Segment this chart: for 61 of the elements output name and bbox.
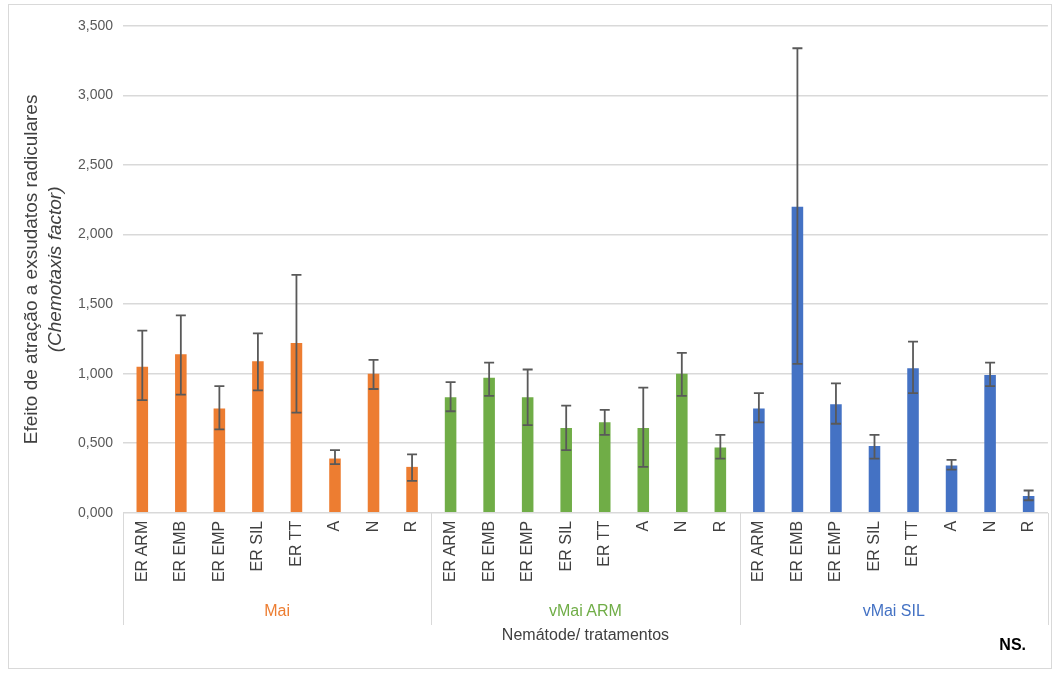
y-tick-label: 1,000: [77, 364, 114, 381]
bar: [868, 446, 881, 513]
bar: [791, 206, 804, 513]
x-tick-label: ER EMP: [209, 520, 227, 583]
x-tick-label: ER TT: [286, 520, 304, 567]
x-tick-label: ER EMB: [479, 520, 497, 583]
bar: [637, 427, 650, 513]
bar: [560, 427, 572, 513]
bar: [406, 466, 418, 513]
x-tick-label: A: [941, 520, 959, 532]
x-tick-label: N: [363, 520, 381, 533]
bar: [367, 373, 380, 513]
bar: [290, 343, 303, 513]
bar: [598, 422, 611, 513]
y-tick-label: 0,000: [77, 503, 114, 520]
x-tick-label: A: [325, 520, 343, 532]
x-tick-label: ER ARM: [749, 520, 767, 583]
bar: [753, 408, 765, 513]
x-tick-label: R: [1019, 520, 1037, 533]
bar: [213, 408, 226, 513]
x-tick-label: ER TT: [903, 520, 921, 567]
x-axis-title: Nemátode/ tratamentos: [501, 626, 670, 644]
y-tick-label: 2,000: [77, 225, 114, 242]
bar: [175, 354, 187, 513]
bar: [984, 375, 996, 513]
text: Mai: [264, 602, 291, 620]
bar: [907, 368, 919, 513]
bar: [945, 465, 958, 513]
y-tick-label: 3,000: [77, 86, 114, 103]
bar: [252, 361, 264, 513]
bar: [136, 366, 149, 513]
y-axis-title: Efeito de atração a exsudatos radiculares (Chemotaxis factor): [20, 94, 66, 445]
x-tick-label: R: [710, 520, 728, 533]
bar: [830, 404, 842, 513]
text: NS.: [999, 636, 1026, 654]
x-tick-label: N: [980, 520, 998, 533]
x-tick-label: ER SIL: [248, 520, 266, 572]
x-tick-label: ER EMP: [518, 520, 536, 583]
x-tick-label: N: [672, 520, 690, 533]
bar: [714, 447, 727, 513]
bar: [444, 397, 457, 513]
x-tick-label: R: [402, 520, 420, 533]
x-tick-label: ER ARM: [441, 520, 458, 583]
text: vMai ARM: [549, 602, 622, 620]
x-tick-label: ER ARM: [132, 520, 150, 583]
bar: [676, 373, 688, 513]
y-tick-label: 2,500: [77, 155, 114, 172]
x-tick-label: ER SIL: [864, 520, 882, 572]
x-tick-label: ER EMP: [826, 520, 844, 583]
bar: [483, 377, 495, 513]
bar: [329, 458, 341, 513]
bar: [521, 397, 534, 513]
text: vMai SIL: [862, 602, 925, 620]
y-tick-label: 1,500: [77, 295, 114, 312]
y-tick-label: 0,500: [77, 434, 114, 451]
x-tick-label: ER EMB: [787, 520, 805, 583]
x-tick-label: ER SIL: [556, 520, 574, 572]
x-tick-label: ER TT: [595, 520, 613, 567]
x-tick-label: ER EMB: [171, 520, 189, 583]
y-tick-label: 3,500: [77, 16, 114, 33]
x-tick-label: A: [633, 520, 651, 532]
